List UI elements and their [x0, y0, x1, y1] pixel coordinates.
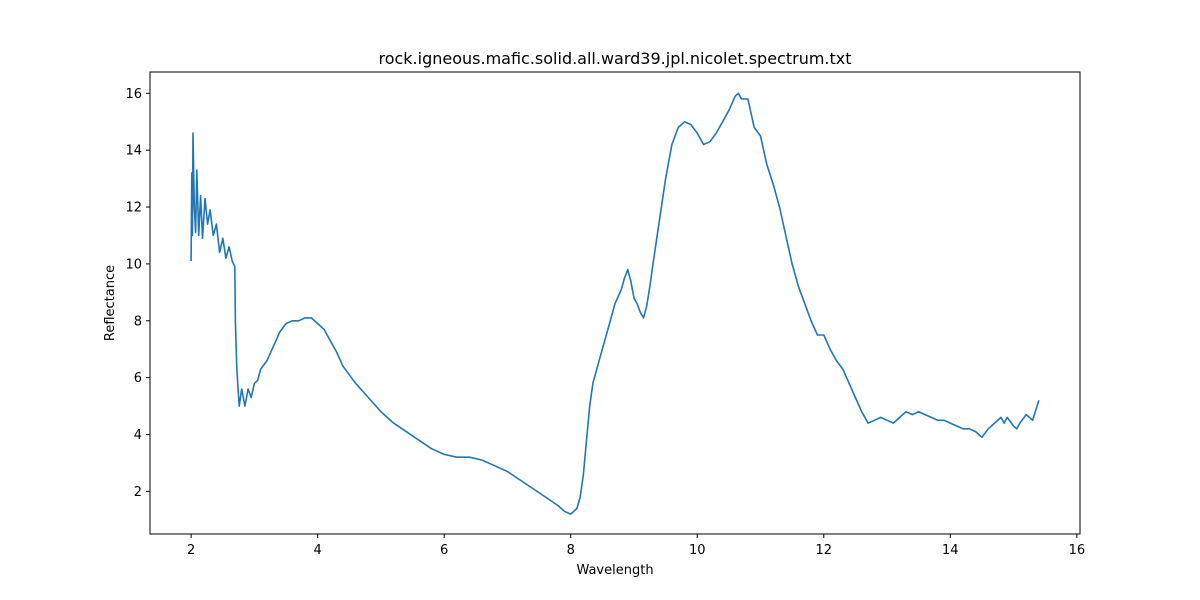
- x-tick-label: 12: [816, 543, 833, 558]
- x-tick-label: 6: [440, 543, 448, 558]
- x-axis-label: Wavelength: [576, 563, 653, 578]
- y-tick-label: 4: [134, 428, 142, 443]
- y-tick-label: 10: [125, 257, 142, 272]
- y-tick-label: 14: [125, 144, 142, 159]
- x-tick-label: 14: [942, 543, 959, 558]
- y-tick-label: 6: [134, 371, 142, 386]
- y-tick-label: 12: [125, 201, 142, 216]
- series-line-0: [190, 92, 1040, 515]
- y-tick-label: 16: [125, 87, 142, 102]
- x-axis: 2 4 6 8 10 12 14 16: [187, 534, 1085, 558]
- plot-area: [190, 92, 1040, 515]
- x-tick-label: 8: [567, 543, 575, 558]
- y-tick-label: 8: [134, 314, 142, 329]
- x-tick-label: 16: [1069, 543, 1086, 558]
- y-tick-label: 2: [134, 485, 142, 500]
- x-tick-label: 2: [187, 543, 195, 558]
- chart-title: rock.igneous.mafic.solid.all.ward39.jpl.…: [378, 49, 851, 68]
- x-tick-label: 4: [314, 543, 322, 558]
- y-axis: 2 4 6 8 10 12 14 16: [125, 87, 150, 500]
- x-tick-label: 10: [689, 543, 706, 558]
- axes-frame: [149, 71, 1081, 535]
- y-axis-label: Reflectance: [103, 265, 118, 341]
